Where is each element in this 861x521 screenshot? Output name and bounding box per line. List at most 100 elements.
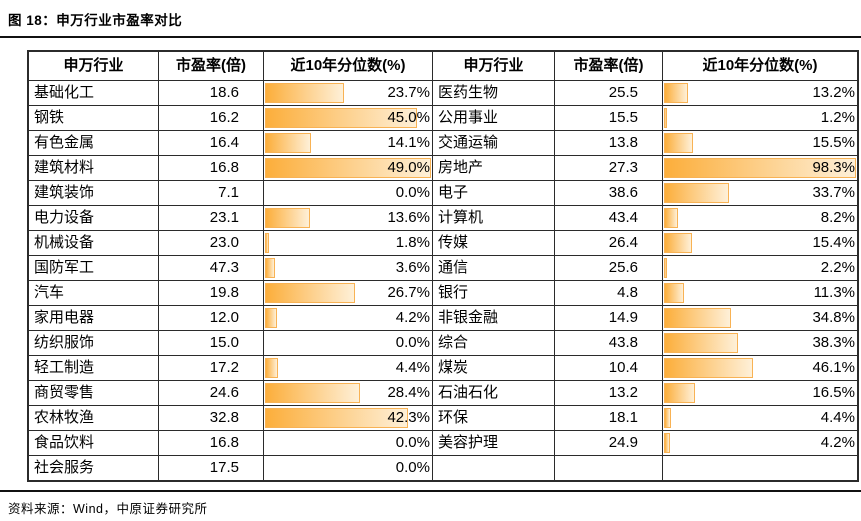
table-row: 电力设备 23.1 13.6% 计算机 43.4 8.2% (29, 205, 857, 230)
percentile-cell: 11.3% (663, 281, 857, 305)
pe-cell: 17.5 (159, 456, 264, 480)
header-pe-left: 市盈率(倍) (159, 52, 264, 80)
percentile-cell: 28.4% (264, 381, 433, 405)
percentile-cell: 16.5% (663, 381, 857, 405)
percentile-label: 4.2% (820, 434, 855, 451)
percentile-cell: 26.7% (264, 281, 433, 305)
percentile-bar (265, 358, 279, 378)
percentile-bar (265, 158, 431, 178)
industry-cell: 石油石化 (433, 381, 555, 405)
table-row: 家用电器 12.0 4.2% 非银金融 14.9 34.8% (29, 305, 857, 330)
percentile-bar (664, 333, 738, 353)
percentile-bar (664, 158, 856, 178)
pe-cell: 24.6 (159, 381, 264, 405)
pe-cell: 18.6 (159, 81, 264, 105)
industry-cell: 通信 (433, 256, 555, 280)
pe-cell: 43.8 (555, 331, 663, 355)
pe-cell: 27.3 (555, 156, 663, 180)
header-percentile-right: 近10年分位数(%) (702, 57, 818, 74)
percentile-cell: 38.3% (663, 331, 857, 355)
percentile-label: 45.0% (387, 109, 430, 126)
percentile-bar (664, 208, 679, 228)
table-row: 商贸零售 24.6 28.4% 石油石化 13.2 16.5% (29, 380, 857, 405)
percentile-label: 1.2% (820, 109, 855, 126)
figure-title: 图 18：申万行业市盈率对比 (8, 13, 183, 28)
percentile-label: 23.7% (387, 84, 430, 101)
pe-cell: 16.4 (159, 131, 264, 155)
percentile-label: 33.7% (812, 184, 855, 201)
percentile-label: 1.8% (395, 234, 430, 251)
industry-cell: 医药生物 (433, 81, 555, 105)
percentile-bar (664, 133, 693, 153)
header-industry-right: 申万行业 (433, 52, 555, 80)
header-industry-left: 申万行业 (29, 52, 159, 80)
percentile-label: 0.0% (395, 184, 430, 201)
header-pe-right: 市盈率(倍) (555, 52, 663, 80)
pe-cell: 14.9 (555, 306, 663, 330)
industry-cell: 轻工制造 (29, 356, 159, 380)
table-row: 建筑材料 16.8 49.0% 房地产 27.3 98.3% (29, 155, 857, 180)
percentile-bar (265, 108, 418, 128)
industry-cell: 银行 (433, 281, 555, 305)
percentile-label: 4.2% (395, 309, 430, 326)
industry-cell: 电力设备 (29, 206, 159, 230)
percentile-label: 26.7% (387, 284, 430, 301)
percentile-bar (265, 408, 409, 428)
pe-cell: 23.1 (159, 206, 264, 230)
percentile-cell: 46.1% (663, 356, 857, 380)
table-row: 农林牧渔 32.8 42.3% 环保 18.1 4.4% (29, 405, 857, 430)
percentile-label: 4.4% (820, 409, 855, 426)
industry-cell: 传媒 (433, 231, 555, 255)
pe-cell: 24.9 (555, 431, 663, 455)
percentile-bar (265, 133, 312, 153)
percentile-label: 34.8% (812, 309, 855, 326)
industry-cell: 计算机 (433, 206, 555, 230)
pe-cell: 4.8 (555, 281, 663, 305)
pe-cell: 7.1 (159, 181, 264, 205)
percentile-label: 0.0% (395, 434, 430, 451)
table-row: 有色金属 16.4 14.1% 交通运输 13.8 15.5% (29, 130, 857, 155)
percentile-bar (664, 408, 671, 428)
percentile-bar (265, 383, 361, 403)
pe-cell: 23.0 (159, 231, 264, 255)
percentile-cell: 1.8% (264, 231, 433, 255)
table-row: 食品饮料 16.8 0.0% 美容护理 24.9 4.2% (29, 430, 857, 455)
percentile-cell: 15.4% (663, 231, 857, 255)
industry-cell: 钢铁 (29, 106, 159, 130)
percentile-cell: 3.6% (264, 256, 433, 280)
percentile-cell: 1.2% (663, 106, 857, 130)
industry-cell: 纺织服饰 (29, 331, 159, 355)
percentile-cell: 0.0% (264, 456, 433, 480)
pe-cell (555, 456, 663, 480)
percentile-bar (664, 183, 729, 203)
industry-cell: 环保 (433, 406, 555, 430)
industry-cell: 有色金属 (29, 131, 159, 155)
industry-cell: 商贸零售 (29, 381, 159, 405)
percentile-label: 46.1% (812, 359, 855, 376)
pe-cell: 15.5 (555, 106, 663, 130)
percentile-label: 15.4% (812, 234, 855, 251)
percentile-cell: 4.2% (663, 431, 857, 455)
percentile-cell: 0.0% (264, 181, 433, 205)
percentile-bar (664, 283, 685, 303)
pe-cell: 16.2 (159, 106, 264, 130)
source-note: 资料来源：Wind，中原证券研究所 (8, 502, 208, 516)
industry-cell: 煤炭 (433, 356, 555, 380)
percentile-label: 28.4% (387, 384, 430, 401)
pe-cell: 19.8 (159, 281, 264, 305)
industry-cell: 家用电器 (29, 306, 159, 330)
percentile-label: 2.2% (820, 259, 855, 276)
percentile-label: 38.3% (812, 334, 855, 351)
percentile-cell: 4.4% (264, 356, 433, 380)
industry-cell: 国防军工 (29, 256, 159, 280)
industry-cell: 房地产 (433, 156, 555, 180)
percentile-bar (265, 283, 355, 303)
percentile-label: 13.6% (387, 209, 430, 226)
percentile-bar (664, 108, 667, 128)
table-row: 钢铁 16.2 45.0% 公用事业 15.5 1.2% (29, 105, 857, 130)
table-row: 社会服务 17.5 0.0% (29, 455, 857, 480)
table-row: 国防军工 47.3 3.6% 通信 25.6 2.2% (29, 255, 857, 280)
percentile-bar (664, 83, 689, 103)
industry-cell: 社会服务 (29, 456, 159, 480)
industry-cell: 机械设备 (29, 231, 159, 255)
